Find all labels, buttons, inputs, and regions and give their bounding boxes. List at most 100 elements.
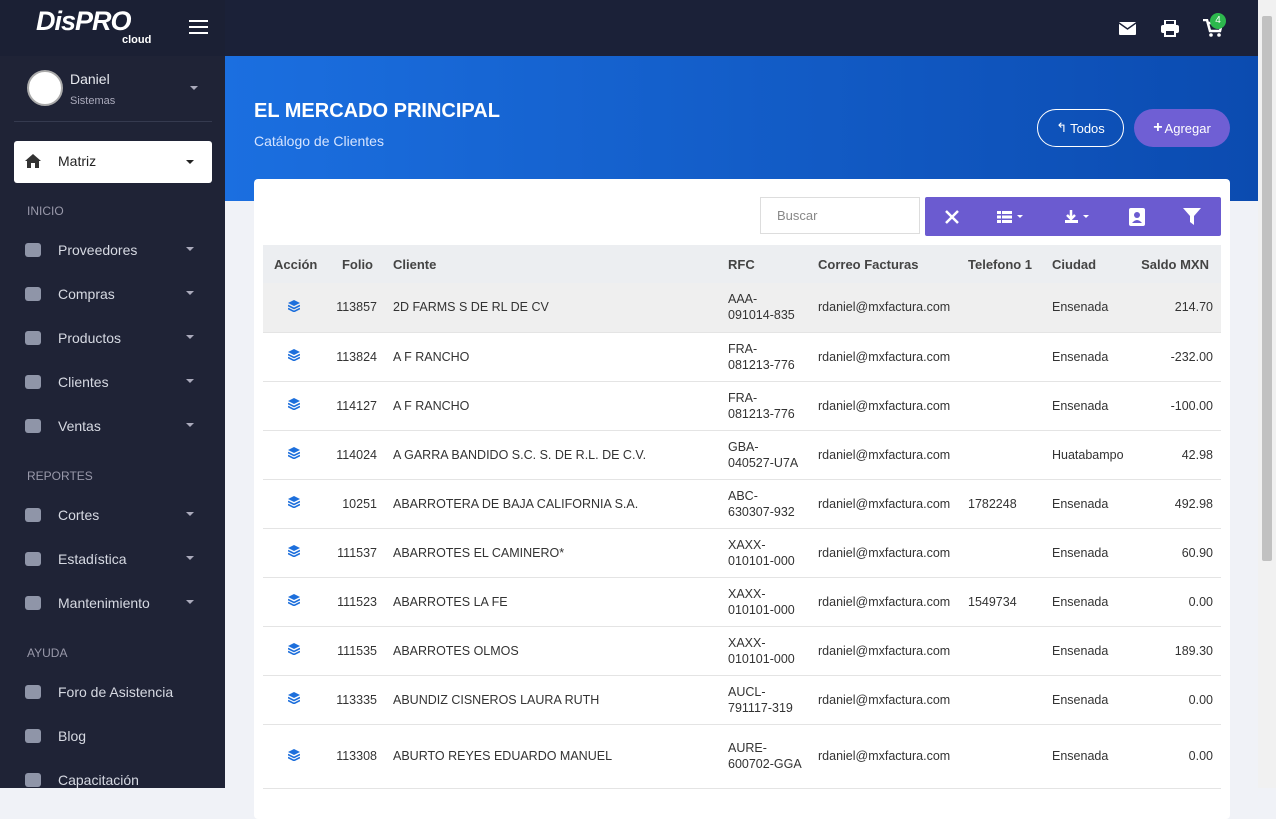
client: ABARROTES OLMOS — [385, 626, 720, 676]
nav-item[interactable]: Cortes — [0, 493, 225, 537]
search-input[interactable]: Buscar — [760, 197, 920, 234]
client: A F RANCHO — [385, 381, 720, 431]
add-button[interactable]: + Agregar — [1134, 109, 1230, 147]
caret — [190, 86, 198, 90]
expand-button[interactable] — [945, 210, 959, 224]
nav: INICIO Proveedores Compras Productos Cliente… — [0, 188, 225, 802]
export-button[interactable] — [1065, 210, 1091, 224]
folio: 111535 — [325, 626, 385, 676]
column-header: Folio — [325, 245, 385, 283]
action-button[interactable] — [287, 299, 301, 313]
client: A F RANCHO — [385, 332, 720, 382]
city: Ensenada — [1044, 381, 1132, 431]
city: Ensenada — [1044, 724, 1132, 789]
nav-icon — [25, 375, 41, 389]
action-button[interactable] — [287, 398, 301, 411]
caret — [186, 335, 194, 339]
all-label: Todos — [1070, 120, 1105, 136]
email: rdaniel@mxfactura.com — [810, 479, 960, 529]
nav-icon — [25, 243, 41, 257]
user-role: Sistemas — [70, 95, 116, 107]
scroll-thumb[interactable] — [1262, 16, 1272, 561]
nav-icon — [25, 552, 41, 566]
phone — [960, 381, 1044, 431]
caret — [186, 423, 194, 427]
rfc: XAXX-010101-000 — [720, 577, 810, 627]
city: Ensenada — [1044, 283, 1132, 333]
nav-item[interactable]: Blog — [0, 714, 225, 758]
action-button[interactable] — [287, 748, 301, 761]
nav-icon — [25, 596, 41, 610]
rfc: FRA-081213-776 — [720, 332, 810, 382]
page-title: EL MERCADO PRINCIPAL — [254, 100, 500, 122]
columns-button[interactable] — [997, 211, 1025, 223]
client: ABARROTES LA FE — [385, 577, 720, 627]
nav-item[interactable]: Estadística — [0, 537, 225, 581]
rfc: XAXX-010101-000 — [720, 626, 810, 676]
city: Ensenada — [1044, 479, 1132, 529]
email: rdaniel@mxfactura.com — [810, 430, 960, 480]
table-row: 113308 ABURTO REYES EDUARDO MANUEL AURE-60… — [263, 724, 1221, 789]
print-icon[interactable] — [1161, 20, 1179, 37]
email: rdaniel@mxfactura.com — [810, 626, 960, 676]
table-row: 113824 A F RANCHO FRA-081213-776 rdaniel@mx… — [263, 332, 1221, 382]
nav-label: Productos — [58, 330, 122, 346]
nav-item[interactable]: Proveedores — [0, 228, 225, 272]
brand-name: DisPRO — [36, 6, 132, 36]
city: Huatabampo — [1044, 430, 1132, 480]
action-button[interactable] — [287, 692, 301, 705]
branch-select[interactable]: Matriz — [14, 141, 212, 183]
nav-section: AYUDA — [27, 646, 68, 660]
user-panel[interactable]: Daniel Sistemas — [14, 58, 212, 122]
search-placeholder: Buscar — [777, 208, 818, 223]
all-button[interactable]: ↰ Todos — [1037, 109, 1124, 147]
user-name: Daniel — [70, 71, 110, 87]
action-cell — [263, 283, 325, 333]
nav-icon — [25, 508, 41, 522]
table-row: 113335 ABUNDIZ CISNEROS LAURA RUTH AUCL-79… — [263, 675, 1221, 725]
nav-item[interactable]: Compras — [0, 272, 225, 316]
column-header: Correo Facturas — [810, 245, 960, 283]
action-button[interactable] — [287, 545, 301, 558]
brand-sub: cloud — [122, 34, 152, 46]
contacts-button[interactable] — [1129, 208, 1145, 226]
nav-item[interactable]: Mantenimiento — [0, 581, 225, 625]
filter-button[interactable] — [1183, 208, 1201, 226]
caret — [186, 556, 194, 560]
nav-item[interactable]: Productos — [0, 316, 225, 360]
action-button[interactable] — [287, 349, 301, 362]
nav-item[interactable]: Ventas — [0, 404, 225, 448]
city: Ensenada — [1044, 626, 1132, 676]
folio: 113308 — [325, 724, 385, 789]
nav-item[interactable]: Foro de Asistencia — [0, 670, 225, 714]
caret — [186, 379, 194, 383]
nav-item[interactable]: Capacitación — [0, 758, 225, 802]
table-row: 111537 ABARROTES EL CAMINERO* XAXX-010101-… — [263, 528, 1221, 578]
nav-label: Capacitación — [58, 772, 139, 788]
nav-label: Cortes — [58, 507, 100, 523]
action-cell — [263, 724, 325, 789]
folio: 114127 — [325, 381, 385, 431]
action-button[interactable] — [287, 643, 301, 656]
scrollbar[interactable] — [1258, 0, 1276, 788]
nav-section: REPORTES — [27, 469, 93, 483]
rfc: FRA-081213-776 — [720, 381, 810, 431]
action-button[interactable] — [287, 594, 301, 607]
action-button[interactable] — [287, 447, 301, 460]
phone — [960, 626, 1044, 676]
folio: 111523 — [325, 577, 385, 627]
mail-icon[interactable] — [1119, 22, 1136, 35]
action-cell — [263, 675, 325, 725]
nav-icon — [25, 729, 41, 743]
logo[interactable]: DisPRO cloud — [0, 0, 225, 56]
menu-toggle[interactable] — [189, 19, 209, 35]
folio: 113857 — [325, 283, 385, 333]
nav-icon — [25, 773, 41, 787]
action-button[interactable] — [287, 496, 301, 509]
nav-label: Mantenimiento — [58, 595, 150, 611]
clients-table: Acción Folio Cliente RFC Correo Facturas Tele… — [263, 245, 1221, 789]
column-header: Cliente — [385, 245, 720, 283]
folio: 114024 — [325, 430, 385, 480]
nav-item[interactable]: Clientes — [0, 360, 225, 404]
